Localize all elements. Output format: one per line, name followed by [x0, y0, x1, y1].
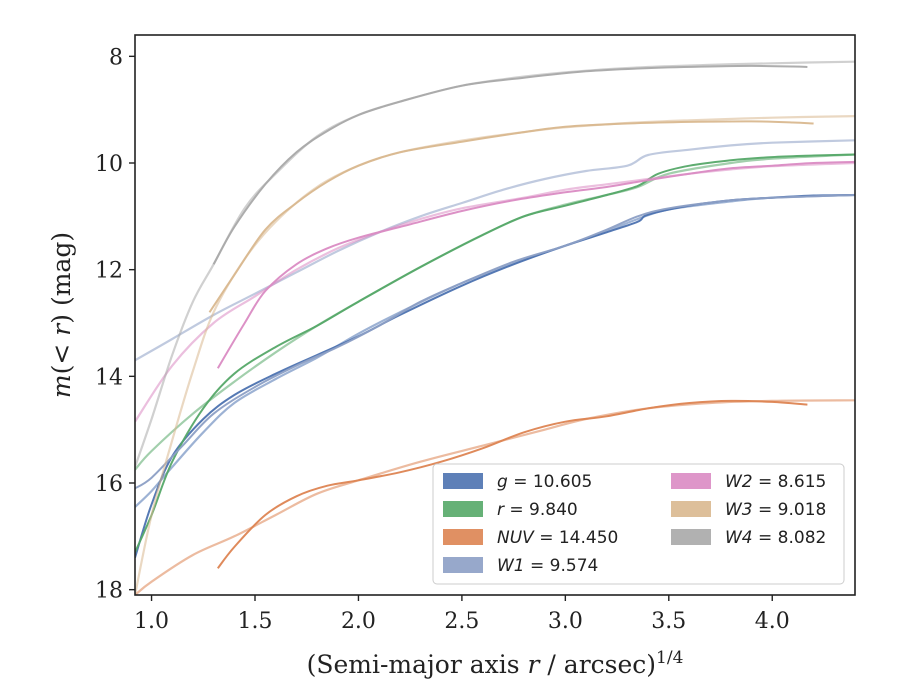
plot-frame: [134, 34, 856, 596]
x-tick-label: 2.5: [444, 609, 479, 634]
series-nuv-model-line: [135, 399, 855, 595]
ylabel-open: (: [47, 365, 76, 375]
legend-swatch-w1: [443, 557, 483, 573]
series-layer: [135, 60, 855, 595]
legend-label-g: g = 10.605: [497, 472, 592, 492]
series-r-profile-line: [135, 153, 855, 553]
x-tick-label: 4.0: [755, 609, 790, 634]
legend-label-r: r = 9.840: [497, 500, 578, 520]
series-w2-model-line: [135, 161, 855, 423]
x-tick-label: 3.5: [651, 609, 686, 634]
x-tick-label: 1.5: [238, 609, 273, 634]
y-tick-label: 14: [95, 365, 123, 390]
series-w1-model-line: [135, 139, 855, 362]
legend-swatch-w2: [671, 473, 711, 489]
x-tick-label: 2.0: [341, 609, 376, 634]
legend-label-nuv: NUV = 14.450: [497, 528, 618, 548]
y-tick-label: 12: [95, 259, 123, 284]
legend-box: [432, 463, 845, 585]
legend-label-w2: W2 = 8.615: [725, 472, 826, 492]
legend-label-w1: W1 = 9.574: [497, 556, 598, 576]
x-axis-label: (Semi-major axis r / arcsec)1/4: [307, 648, 684, 679]
x-tick-label: 1.0: [134, 609, 169, 634]
legend-swatch-w3: [671, 501, 711, 517]
series-w4-profile-line: [212, 64, 808, 265]
y-axis-label: m(< r) (mag): [47, 232, 76, 398]
y-tick-label: 10: [95, 152, 123, 177]
legend-swatch-nuv: [443, 529, 483, 545]
legend-label-w4: W4 = 8.082: [725, 528, 826, 548]
y-axis-ticks: 8 10 12 14 16 18: [95, 45, 135, 604]
series-w2-profile-line: [216, 160, 855, 369]
series-w4-model-line: [135, 60, 855, 468]
y-tick-label: 16: [95, 472, 123, 497]
series-w3-profile-line: [208, 120, 814, 313]
series-g-model-line: [135, 193, 855, 508]
series-w1-profile-line: [135, 194, 855, 490]
legend-swatch-r: [443, 501, 483, 517]
x-axis-ticks: 1.0 1.5 2.0 2.5 3.0 3.5 4.0: [134, 595, 790, 634]
legend: g = 10.605 r = 9.840 NUV = 14.450 W1 = 9.57…: [432, 463, 845, 585]
legend-swatch-w4: [671, 529, 711, 545]
legend-swatch-g: [443, 473, 483, 489]
x-tick-label: 3.0: [548, 609, 583, 634]
y-tick-label: 18: [95, 579, 123, 604]
y-tick-label: 8: [109, 45, 123, 70]
legend-label-w3: W3 = 9.018: [725, 500, 826, 520]
series-nuv-profile-line: [217, 399, 808, 569]
